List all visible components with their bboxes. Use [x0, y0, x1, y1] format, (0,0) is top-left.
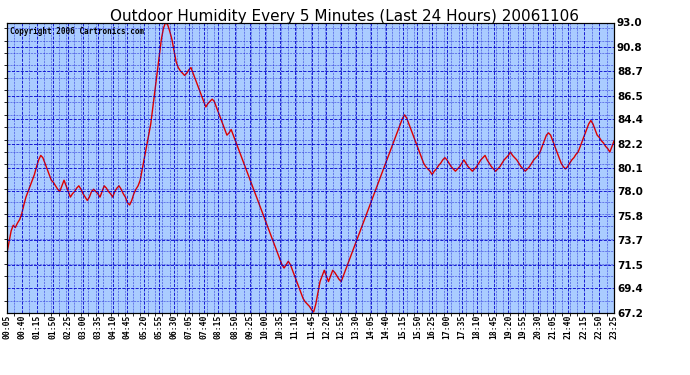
Text: Outdoor Humidity Every 5 Minutes (Last 24 Hours) 20061106: Outdoor Humidity Every 5 Minutes (Last 2… — [110, 9, 580, 24]
Text: Copyright 2006 Cartronics.com: Copyright 2006 Cartronics.com — [10, 27, 144, 36]
